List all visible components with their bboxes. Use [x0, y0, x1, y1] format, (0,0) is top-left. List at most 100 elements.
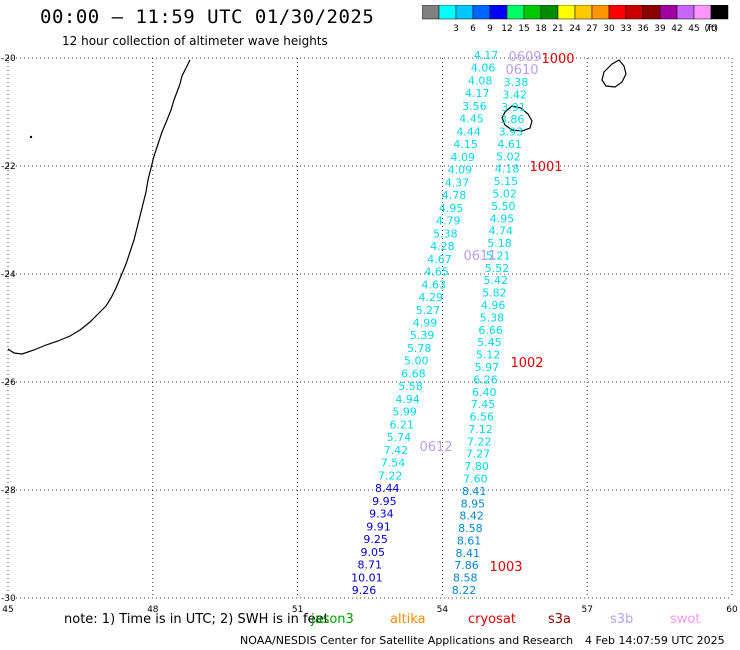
x-tick-label: 60: [726, 605, 738, 615]
generation-timestamp: 4 Feb 14:07:59 UTC 2025: [585, 634, 725, 647]
wave-height-label: 3.93: [499, 126, 524, 139]
mauritius-island: [601, 59, 627, 88]
x-tick-label: 57: [581, 605, 592, 615]
reunion-island: [501, 105, 533, 132]
wave-height-label: 5.38: [480, 311, 505, 324]
wave-height-label: 9.34: [369, 508, 394, 521]
wave-height-label: 8.22: [452, 584, 477, 597]
wave-height-label: 4.63: [421, 278, 446, 291]
wave-height-label: 4.18: [495, 163, 520, 176]
y-tick-label: -20: [1, 54, 16, 64]
wave-height-label: 8.95: [461, 497, 486, 510]
legend-altika: altika: [390, 612, 426, 627]
wave-height-label: 5.12: [476, 349, 501, 362]
wave-height-label: 5.45: [477, 336, 502, 349]
legend-tick-label: 24: [569, 24, 581, 33]
x-tick-label: 45: [2, 605, 13, 615]
pass-time-label: 1002: [510, 356, 543, 371]
footer-note: note: 1) Time is in UTC; 2) SWH is in fe…: [64, 612, 329, 627]
wave-height-label: 5.21: [486, 249, 511, 262]
pass-time-label: 1001: [529, 160, 562, 175]
wave-height-label: 4.09: [448, 164, 473, 177]
wave-height-label: 4.95: [490, 212, 515, 225]
wave-height-label: 5.42: [483, 274, 508, 287]
wave-height-label: 4.15: [453, 138, 478, 151]
wave-height-label: 5.50: [491, 200, 516, 213]
y-tick-label: -26: [1, 378, 16, 388]
wave-height-label: 8.71: [358, 559, 383, 572]
y-tick-label: -24: [1, 270, 16, 280]
wave-height-label: 4.17: [474, 49, 499, 62]
pass-time-label: 0610: [505, 63, 538, 78]
altimeter-track-a: 4.174.064.084.173.564.454.444.154.094.09…: [351, 49, 498, 597]
wave-height-label: 9.26: [352, 584, 377, 597]
wave-height-label: 4.29: [419, 291, 444, 304]
pass-time-label: 1003: [489, 560, 522, 575]
wave-height-label: 5.38: [433, 227, 458, 240]
wave-height-label: 8.61: [457, 534, 482, 547]
color-legend: 3 6 9 12 15 18 21 24 27 30 33 36 39 42 45 70(ft): [422, 5, 729, 33]
wave-height-label: 5.74: [387, 431, 412, 444]
legend-tick-label: 42: [671, 24, 682, 33]
credit-line: NOAA/NESDIS Center for Satellite Applica…: [240, 634, 574, 647]
wave-height-label: 9.05: [360, 546, 385, 559]
legend-tick-label: 36: [637, 24, 649, 33]
wave-height-label: 4.44: [456, 125, 481, 138]
wave-height-label: 4.09: [451, 151, 476, 164]
wave-height-label: 3.91: [501, 101, 526, 114]
wave-height-label: 5.78: [407, 342, 432, 355]
wave-height-label: 4.61: [497, 138, 522, 151]
wave-height-label: 3.38: [504, 76, 529, 89]
wave-height-label: 5.15: [494, 175, 519, 188]
wave-height-label: 6.26: [473, 373, 498, 386]
legend-tick-label: 6: [470, 24, 476, 33]
wave-height-label: 8.58: [458, 522, 483, 535]
wave-height-label: 4.79: [436, 215, 461, 228]
wave-height-label: 7.86: [454, 559, 479, 572]
wave-height-label: 6.66: [478, 324, 503, 337]
legend-tick-label: 45: [688, 24, 699, 33]
y-tick-label: -28: [1, 486, 16, 496]
altimeter-track-b: 3.383.423.913.863.934.615.024.185.155.02…: [452, 76, 529, 597]
x-tick-label: 48: [147, 605, 159, 615]
wave-height-label: 4.99: [413, 317, 438, 330]
wave-height-label: 5.97: [475, 361, 500, 374]
wave-height-label: 6.56: [470, 411, 495, 424]
wave-height-label: 7.12: [468, 423, 493, 436]
wave-height-label: 7.22: [378, 469, 403, 482]
legend-tick-label: 70: [705, 24, 717, 33]
wave-height-label: 10.01: [351, 571, 383, 584]
wave-height-label: 9.91: [366, 520, 391, 533]
wave-height-label: 7.42: [384, 444, 409, 457]
wave-height-label: 6.40: [472, 386, 497, 399]
wave-height-label: 7.80: [464, 460, 489, 473]
legend-tick-label: 3: [453, 24, 459, 33]
wave-height-label: 5.27: [416, 304, 441, 317]
wave-height-label: 7.60: [463, 472, 488, 485]
madagascar-coastline: [7, 59, 191, 355]
wave-height-label: 4.67: [427, 253, 452, 266]
legend-tick-label: 21: [552, 24, 563, 33]
legend-tick-label: 27: [586, 24, 597, 33]
wave-height-label: 9.25: [363, 533, 388, 546]
wave-height-label: 4.74: [489, 225, 514, 238]
wave-height-label: 6.21: [390, 418, 415, 431]
legend-tick-label: 9: [487, 24, 493, 33]
islet: [29, 135, 33, 139]
wave-height-label: 7.27: [466, 448, 491, 461]
wave-height-label: 5.58: [398, 380, 423, 393]
legend-s3a: s3a: [548, 612, 572, 627]
wave-height-label: 5.02: [496, 150, 521, 163]
wave-height-label: 4.06: [471, 62, 496, 75]
wave-height-label: 4.95: [439, 202, 464, 215]
axis-ticks: 45 48 51 54 57 60 -20 -22 -24 -26 -28 -30: [1, 54, 738, 615]
wave-height-label: 8.42: [459, 510, 484, 523]
legend-jason3: jason3: [311, 612, 354, 627]
wave-height-label: 5.18: [487, 237, 512, 250]
wave-height-label: 4.08: [468, 74, 493, 87]
wave-height-label: 7.45: [471, 398, 496, 411]
wave-height-label: 7.22: [467, 435, 492, 448]
legend-unit-label: (ft): [704, 24, 718, 33]
